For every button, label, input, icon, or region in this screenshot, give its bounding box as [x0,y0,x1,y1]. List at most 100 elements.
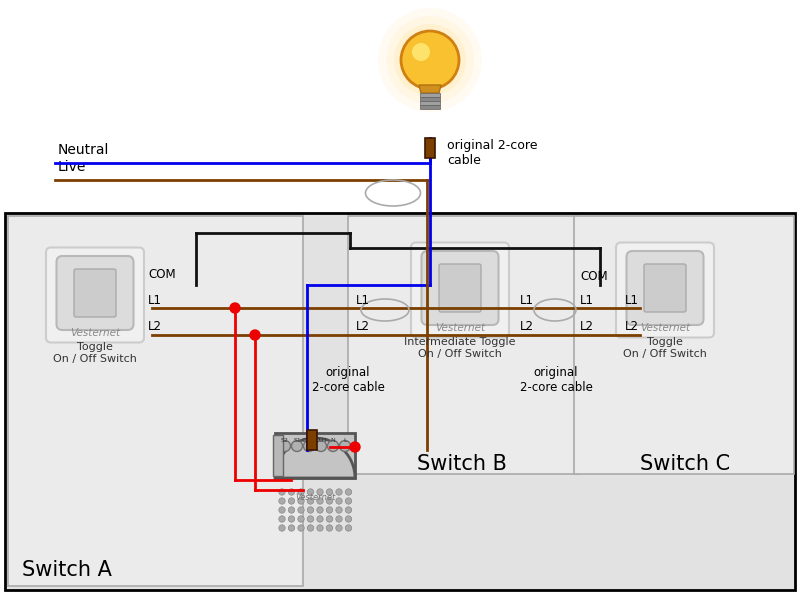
Circle shape [346,507,352,513]
Circle shape [339,440,350,451]
Circle shape [288,498,294,504]
Text: original 2-core
cable: original 2-core cable [447,139,538,167]
Text: N: N [330,438,335,443]
Circle shape [307,489,314,495]
Circle shape [346,498,352,504]
FancyBboxPatch shape [411,242,509,337]
Circle shape [401,31,459,89]
FancyBboxPatch shape [420,97,440,101]
Circle shape [317,507,323,513]
Text: COM: COM [148,269,176,281]
Circle shape [346,489,352,495]
Text: L1: L1 [625,293,639,307]
FancyBboxPatch shape [307,430,317,450]
Text: Neutral: Neutral [58,143,110,157]
FancyBboxPatch shape [74,269,116,317]
Circle shape [336,516,342,522]
Text: Switch B: Switch B [417,454,507,474]
Circle shape [350,442,360,452]
Text: S2: S2 [281,438,289,443]
Circle shape [386,16,474,104]
FancyBboxPatch shape [420,105,440,109]
Text: L1: L1 [148,293,162,307]
Text: L2: L2 [580,320,594,334]
Polygon shape [419,85,441,93]
Circle shape [298,525,304,531]
Circle shape [378,8,482,112]
FancyBboxPatch shape [5,213,795,590]
Circle shape [327,440,338,451]
Circle shape [336,489,342,495]
Circle shape [298,516,304,522]
FancyBboxPatch shape [275,433,355,478]
Circle shape [298,507,304,513]
Circle shape [346,516,352,522]
Circle shape [317,516,323,522]
Circle shape [298,489,304,495]
Circle shape [288,507,294,513]
Text: Vesternet: Vesternet [295,493,335,503]
Text: Live: Live [58,160,86,174]
Circle shape [317,498,323,504]
Circle shape [326,489,333,495]
Text: On / Off Switch: On / Off Switch [623,349,707,359]
FancyBboxPatch shape [8,216,303,586]
FancyBboxPatch shape [420,101,440,105]
Text: L2: L2 [625,320,639,334]
Text: original
2-core cable: original 2-core cable [519,366,593,394]
Circle shape [326,525,333,531]
Text: L: L [343,438,346,443]
Circle shape [346,525,352,531]
Circle shape [279,498,285,504]
Text: L2: L2 [520,320,534,334]
Circle shape [317,489,323,495]
Text: On / Off Switch: On / Off Switch [53,354,137,364]
FancyBboxPatch shape [422,251,498,325]
FancyBboxPatch shape [46,247,144,343]
Circle shape [412,43,430,61]
Circle shape [279,489,285,495]
Circle shape [230,303,240,313]
FancyBboxPatch shape [420,93,440,97]
Circle shape [317,525,323,531]
Text: original
2-core cable: original 2-core cable [311,366,385,394]
Circle shape [315,440,326,451]
Text: Switch A: Switch A [22,560,112,580]
Text: Vesternet: Vesternet [640,323,690,333]
Text: Vesternet: Vesternet [435,323,485,333]
Circle shape [307,525,314,531]
Circle shape [336,507,342,513]
Circle shape [307,507,314,513]
Text: Intermediate Toggle: Intermediate Toggle [404,337,516,347]
Text: Toggle: Toggle [77,342,113,352]
FancyBboxPatch shape [626,251,703,325]
Circle shape [279,516,285,522]
Circle shape [279,440,290,451]
Circle shape [307,498,314,504]
Text: Toggle: Toggle [647,337,683,347]
Text: OUT: OUT [314,438,328,443]
Circle shape [336,525,342,531]
Circle shape [279,525,285,531]
FancyBboxPatch shape [616,242,714,337]
Circle shape [326,498,333,504]
Text: L1: L1 [520,293,534,307]
FancyBboxPatch shape [644,264,686,312]
FancyBboxPatch shape [57,256,134,330]
Circle shape [326,507,333,513]
Circle shape [279,507,285,513]
Text: S1: S1 [293,438,301,443]
Circle shape [298,498,304,504]
Circle shape [336,498,342,504]
Text: Vesternet: Vesternet [70,328,120,338]
FancyBboxPatch shape [273,435,283,476]
Text: On / Off Switch: On / Off Switch [418,349,502,359]
FancyBboxPatch shape [439,264,481,312]
Circle shape [394,24,466,96]
FancyBboxPatch shape [425,138,435,158]
Text: Switch C: Switch C [640,454,730,474]
Circle shape [288,489,294,495]
Text: L1: L1 [356,293,370,307]
FancyBboxPatch shape [348,216,578,474]
Wedge shape [275,438,355,478]
